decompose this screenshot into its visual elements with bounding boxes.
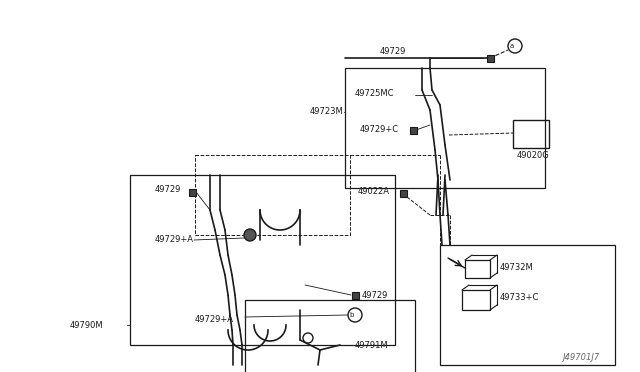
Bar xyxy=(410,126,417,134)
Circle shape xyxy=(508,39,522,53)
Text: J49701J7: J49701J7 xyxy=(563,353,600,362)
Text: 49729: 49729 xyxy=(362,291,388,299)
Bar xyxy=(465,260,490,278)
Circle shape xyxy=(303,333,313,343)
Circle shape xyxy=(244,229,256,241)
Circle shape xyxy=(348,308,362,322)
Text: 49733+C: 49733+C xyxy=(500,294,540,302)
Text: 49790M: 49790M xyxy=(70,321,104,330)
Text: 49022A: 49022A xyxy=(358,187,390,196)
Bar xyxy=(130,175,395,345)
Bar xyxy=(345,68,545,188)
Text: 49723M: 49723M xyxy=(310,108,344,116)
Bar xyxy=(486,55,493,61)
Text: 49729: 49729 xyxy=(155,186,181,195)
Text: 49729+A: 49729+A xyxy=(155,235,194,244)
Bar xyxy=(462,290,490,310)
Text: 49020G: 49020G xyxy=(517,151,550,160)
Bar xyxy=(440,245,615,365)
Text: 49791M: 49791M xyxy=(355,340,388,350)
Bar xyxy=(245,300,415,372)
Text: 49729+C: 49729+C xyxy=(360,125,399,135)
Bar xyxy=(351,292,358,298)
Bar xyxy=(189,189,195,196)
Text: 49725MC: 49725MC xyxy=(355,89,394,97)
Text: 49732M: 49732M xyxy=(500,263,534,273)
Bar xyxy=(399,189,406,196)
Text: 49729: 49729 xyxy=(380,47,406,56)
Text: b: b xyxy=(350,312,354,318)
Bar xyxy=(195,155,350,235)
Text: 49729+A: 49729+A xyxy=(195,315,234,324)
Text: a: a xyxy=(510,43,514,49)
Bar xyxy=(513,120,549,148)
